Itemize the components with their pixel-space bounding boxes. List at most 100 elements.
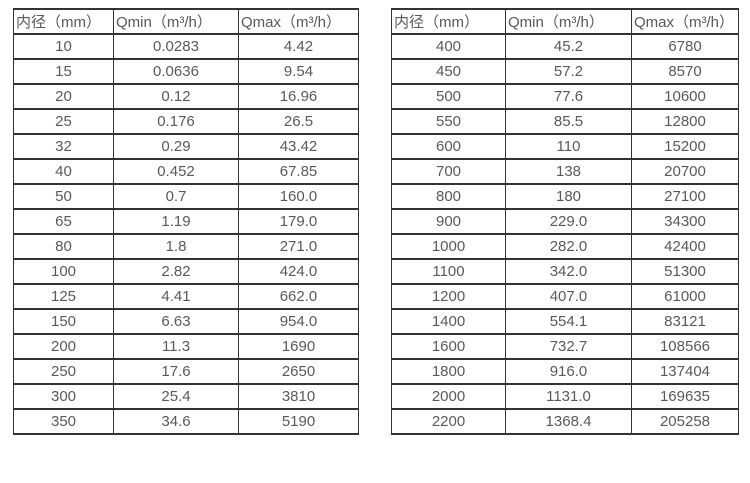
table-cell: 10600 <box>631 83 739 110</box>
table-cell: 800 <box>391 183 506 210</box>
table-cell: 50 <box>13 183 114 210</box>
table-cell: 77.6 <box>505 83 632 110</box>
table-row: 500 77.6 10600 <box>391 83 739 110</box>
table-cell: 45.2 <box>505 33 632 60</box>
table-cell: 0.12 <box>113 83 239 110</box>
table-cell: 110 <box>505 133 632 160</box>
table-row: 80 1.8 271.0 <box>13 233 359 260</box>
table-row: 40 0.452 67.85 <box>13 158 359 185</box>
table-cell: 2.82 <box>113 258 239 285</box>
table-row: 150 6.63 954.0 <box>13 308 359 335</box>
table-cell: 1.19 <box>113 208 239 235</box>
table-cell: 250 <box>13 358 114 385</box>
table-row: 800 180 27100 <box>391 183 739 210</box>
table-row: 15 0.0636 9.54 <box>13 58 359 85</box>
table-cell: 51300 <box>631 258 739 285</box>
table-cell: 0.176 <box>113 108 239 135</box>
table-cell: 137404 <box>631 358 739 385</box>
table-cell: 732.7 <box>505 333 632 360</box>
table-cell: 57.2 <box>505 58 632 85</box>
table-cell: 0.0283 <box>113 33 239 60</box>
table-cell: 1600 <box>391 333 506 360</box>
table-row: 1100 342.0 51300 <box>391 258 739 285</box>
table-cell: 150 <box>13 308 114 335</box>
table-cell: 0.29 <box>113 133 239 160</box>
table-cell: 1800 <box>391 358 506 385</box>
table-cell: 108566 <box>631 333 739 360</box>
column-header: Qmin（m³/h） <box>505 8 632 35</box>
table-cell: 400 <box>391 33 506 60</box>
table-cell: 1368.4 <box>505 408 632 435</box>
table-cell: 25 <box>13 108 114 135</box>
table-cell: 916.0 <box>505 358 632 385</box>
column-header: Qmax（m³/h） <box>238 8 359 35</box>
table-row: 350 34.6 5190 <box>13 408 359 435</box>
header-row: 内径（mm） Qmin（m³/h） Qmax（m³/h） <box>13 8 359 35</box>
table-cell: 138 <box>505 158 632 185</box>
table-cell: 0.7 <box>113 183 239 210</box>
table-row: 2000 1131.0 169635 <box>391 383 739 410</box>
table-cell: 2650 <box>238 358 359 385</box>
table-cell: 85.5 <box>505 108 632 135</box>
table-cell: 67.85 <box>238 158 359 185</box>
table-cell: 342.0 <box>505 258 632 285</box>
table-cell: 450 <box>391 58 506 85</box>
table-cell: 11.3 <box>113 333 239 360</box>
table-cell: 1400 <box>391 308 506 335</box>
table-cell: 0.452 <box>113 158 239 185</box>
table-cell: 1100 <box>391 258 506 285</box>
table-row: 550 85.5 12800 <box>391 108 739 135</box>
table-cell: 6.63 <box>113 308 239 335</box>
table-row: 1400 554.1 83121 <box>391 308 739 335</box>
table-cell: 34.6 <box>113 408 239 435</box>
table-row: 32 0.29 43.42 <box>13 133 359 160</box>
table-cell: 1.8 <box>113 233 239 260</box>
table-cell: 25.4 <box>113 383 239 410</box>
column-header: Qmax（m³/h） <box>631 8 739 35</box>
table-row: 25 0.176 26.5 <box>13 108 359 135</box>
table-cell: 15 <box>13 58 114 85</box>
flow-table-left: 内径（mm） Qmin（m³/h） Qmax（m³/h） 10 0.0283 4.42 15… <box>13 8 359 435</box>
table-cell: 169635 <box>631 383 739 410</box>
table-cell: 83121 <box>631 308 739 335</box>
table-cell: 600 <box>391 133 506 160</box>
table-cell: 700 <box>391 158 506 185</box>
column-header: Qmin（m³/h） <box>113 8 239 35</box>
table-row: 200 11.3 1690 <box>13 333 359 360</box>
table-cell: 17.6 <box>113 358 239 385</box>
table-cell: 954.0 <box>238 308 359 335</box>
table-row: 400 45.2 6780 <box>391 33 739 60</box>
table-cell: 1000 <box>391 233 506 260</box>
table-cell: 282.0 <box>505 233 632 260</box>
table-cell: 12800 <box>631 108 739 135</box>
table-cell: 229.0 <box>505 208 632 235</box>
table-cell: 200 <box>13 333 114 360</box>
table-row: 100 2.82 424.0 <box>13 258 359 285</box>
table-row: 700 138 20700 <box>391 158 739 185</box>
table-cell: 350 <box>13 408 114 435</box>
header-row: 内径（mm） Qmin（m³/h） Qmax（m³/h） <box>391 8 739 35</box>
table-cell: 1200 <box>391 283 506 310</box>
table-row: 1200 407.0 61000 <box>391 283 739 310</box>
table-row: 2200 1368.4 205258 <box>391 408 739 435</box>
table-cell: 271.0 <box>238 233 359 260</box>
table-cell: 900 <box>391 208 506 235</box>
table-cell: 61000 <box>631 283 739 310</box>
table-cell: 500 <box>391 83 506 110</box>
flow-table-right: 内径（mm） Qmin（m³/h） Qmax（m³/h） 400 45.2 6780 450… <box>391 8 739 435</box>
table-cell: 26.5 <box>238 108 359 135</box>
table-row: 1600 732.7 108566 <box>391 333 739 360</box>
table-cell: 407.0 <box>505 283 632 310</box>
table-cell: 20 <box>13 83 114 110</box>
table-cell: 8570 <box>631 58 739 85</box>
table-cell: 27100 <box>631 183 739 210</box>
table-cell: 424.0 <box>238 258 359 285</box>
table-cell: 43.42 <box>238 133 359 160</box>
table-cell: 4.42 <box>238 33 359 60</box>
table-row: 1000 282.0 42400 <box>391 233 739 260</box>
table-row: 10 0.0283 4.42 <box>13 33 359 60</box>
table-cell: 554.1 <box>505 308 632 335</box>
table-cell: 34300 <box>631 208 739 235</box>
table-cell: 80 <box>13 233 114 260</box>
